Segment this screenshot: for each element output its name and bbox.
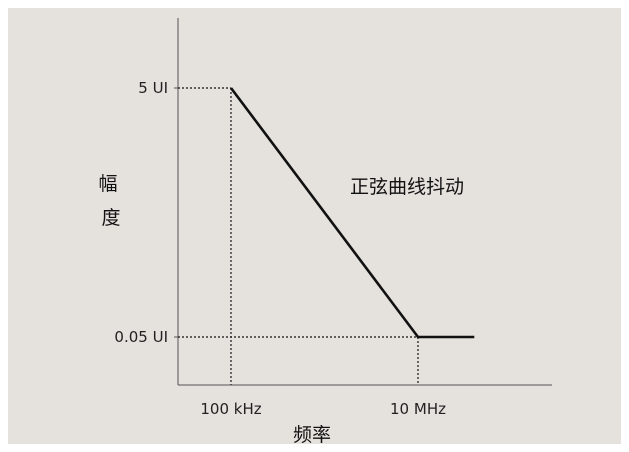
x-tick-label-left: 100 kHz xyxy=(200,400,261,418)
y-axis-title: 幅 度 xyxy=(98,173,123,229)
chart-background xyxy=(8,8,621,444)
reference-guides xyxy=(174,87,419,385)
curve-annotation: 正弦曲线抖动 xyxy=(350,176,464,198)
x-axis-title: 频率 xyxy=(293,424,331,446)
series-line-0 xyxy=(229,87,475,339)
y-tick-label-top: 5 UI xyxy=(138,79,168,97)
series-line-group xyxy=(229,87,475,339)
y-tick-label-bottom: 0.05 UI xyxy=(114,328,168,346)
x-tick-label-right: 10 MHz xyxy=(390,400,446,418)
